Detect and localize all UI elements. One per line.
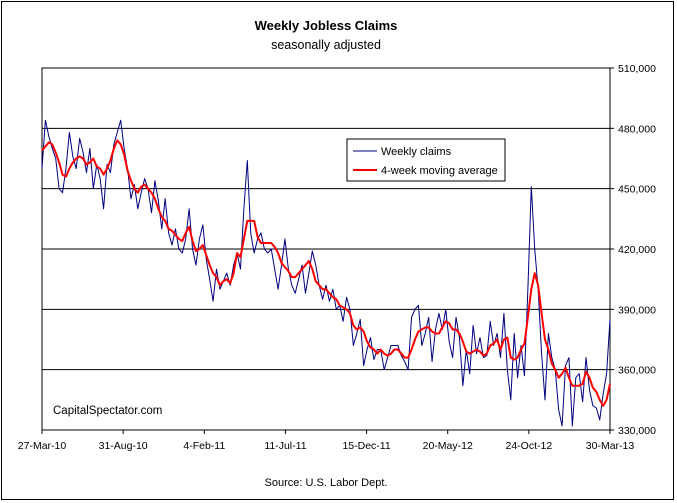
legend-label-weekly-claims: Weekly claims <box>381 146 452 158</box>
x-tick-label: 30-Mar-13 <box>586 440 635 452</box>
watermark-text: CapitalSpectator.com <box>53 405 162 417</box>
y-tick-label: 450,000 <box>618 184 656 196</box>
x-tick-label: 27-Mar-10 <box>18 440 67 452</box>
legend: Weekly claims 4-week moving average <box>346 138 506 182</box>
y-tick-label: 390,000 <box>618 304 656 316</box>
y-tick-label: 480,000 <box>618 123 656 135</box>
x-tick-label: 15-Dec-11 <box>342 440 390 452</box>
x-axis: 27-Mar-10 31-Aug-10 4-Feb-11 11-Jul-11 15-De… <box>18 430 635 452</box>
legend-box <box>346 138 506 182</box>
legend-label-moving-average: 4-week moving average <box>381 165 498 177</box>
y-tick-label: 360,000 <box>618 365 656 377</box>
chart-title: Weekly Jobless Claims <box>255 18 398 33</box>
chart-subtitle: seasonally adjusted <box>271 38 381 52</box>
y-tick-label: 330,000 <box>618 425 656 437</box>
gridlines <box>42 127 610 371</box>
source-note: Source: U.S. Labor Dept. <box>265 477 388 489</box>
series-moving-average-line <box>41 139 611 407</box>
x-tick-label: 20-May-12 <box>423 440 473 452</box>
series-weekly-claims-line <box>41 119 611 427</box>
y-tick-label: 510,000 <box>618 63 656 75</box>
x-tick-label: 4-Feb-11 <box>183 440 225 452</box>
x-tick-label: 11-Jul-11 <box>264 440 306 452</box>
series-layer <box>41 119 611 427</box>
y-tick-label: 420,000 <box>618 244 656 256</box>
x-tick-label: 31-Aug-10 <box>99 440 148 452</box>
y-axis: 330,000 360,000 390,000 420,000 450,000 480,0… <box>610 63 656 437</box>
x-tick-label: 24-Oct-12 <box>506 440 553 452</box>
